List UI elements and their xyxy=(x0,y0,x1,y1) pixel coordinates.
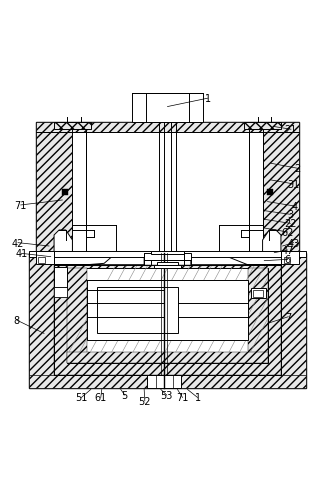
Bar xyxy=(97,287,178,334)
Bar xyxy=(154,266,181,269)
Text: 4: 4 xyxy=(291,201,297,211)
Text: 61: 61 xyxy=(95,393,107,403)
Bar xyxy=(54,267,67,297)
Text: 51: 51 xyxy=(75,393,88,403)
Bar xyxy=(67,269,87,364)
Polygon shape xyxy=(54,230,72,254)
Text: 1: 1 xyxy=(204,94,211,104)
Bar xyxy=(267,189,273,195)
Bar xyxy=(62,189,68,195)
Polygon shape xyxy=(191,254,281,265)
Bar xyxy=(67,269,268,364)
Bar xyxy=(253,291,263,297)
Text: 71: 71 xyxy=(14,200,27,210)
Text: 3: 3 xyxy=(287,210,293,220)
Bar xyxy=(54,122,91,130)
Text: 5: 5 xyxy=(122,390,128,400)
Bar xyxy=(36,251,54,265)
Bar xyxy=(36,122,299,132)
Text: 47: 47 xyxy=(281,245,294,256)
Polygon shape xyxy=(54,254,144,265)
Text: 8: 8 xyxy=(14,316,20,326)
Bar xyxy=(29,252,306,258)
Bar xyxy=(29,254,306,389)
Polygon shape xyxy=(263,230,281,254)
Bar xyxy=(151,251,184,255)
Bar xyxy=(72,126,86,254)
Bar xyxy=(132,94,203,122)
Text: 2: 2 xyxy=(294,164,301,174)
Bar xyxy=(87,281,248,340)
Text: 21: 21 xyxy=(285,125,297,135)
Text: 41: 41 xyxy=(15,249,27,259)
Bar xyxy=(72,126,86,254)
Bar xyxy=(29,254,54,389)
Bar xyxy=(284,257,290,263)
Bar xyxy=(36,122,299,254)
Bar xyxy=(54,287,67,297)
Bar xyxy=(157,262,178,266)
Bar xyxy=(281,251,299,265)
Bar xyxy=(54,266,281,375)
Text: 42: 42 xyxy=(12,238,24,248)
Bar xyxy=(244,122,281,130)
Bar xyxy=(29,375,306,389)
Bar xyxy=(72,126,263,254)
Bar xyxy=(67,352,268,364)
Bar xyxy=(39,257,45,263)
Text: 22: 22 xyxy=(284,219,296,229)
Bar xyxy=(251,289,266,299)
Text: 31: 31 xyxy=(287,179,300,189)
Bar xyxy=(281,254,306,389)
Text: 53: 53 xyxy=(161,390,173,400)
Text: 7: 7 xyxy=(285,312,291,322)
Bar xyxy=(147,375,181,389)
Text: 62: 62 xyxy=(281,227,294,237)
Bar xyxy=(249,126,263,254)
Text: 1: 1 xyxy=(194,393,201,403)
Text: 52: 52 xyxy=(139,396,151,406)
Bar xyxy=(248,269,268,364)
Text: 43: 43 xyxy=(287,238,300,248)
Text: 6: 6 xyxy=(284,255,291,265)
Text: 71: 71 xyxy=(176,393,189,403)
Bar xyxy=(144,254,191,261)
Bar xyxy=(36,122,299,254)
